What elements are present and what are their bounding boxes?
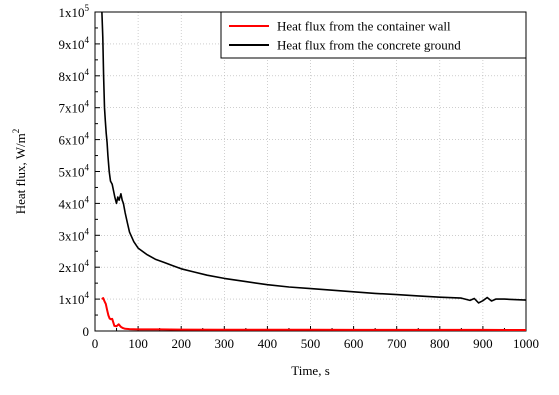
y-tick-label: 4x104 [59,194,90,211]
x-tick-label: 600 [344,336,364,351]
series-lines [101,11,527,331]
gridlines [95,12,526,331]
y-tick-label: 6x104 [59,131,90,148]
y-tick-label: 1x104 [59,290,90,307]
x-tick-label: 1000 [513,336,539,351]
x-tick-label: 500 [301,336,321,351]
axis-ticks: 0 100 200 300 400 500 600 700 800 900 1000 0 1x104 2x… [59,3,540,351]
legend-box [220,11,527,59]
series-line-1 [101,297,527,331]
y-tick-label: 7x104 [59,99,90,116]
legend: Heat flux from the container wall Heat fl… [220,11,527,59]
y-axis-title: Heat flux, W/m2 [11,129,28,215]
y-tick-label: 0 [83,324,90,339]
y-tick-label: 9x104 [59,35,90,52]
x-tick-label: 400 [258,336,278,351]
x-axis-title: Time, s [291,363,330,378]
x-tick-label: 300 [215,336,235,351]
series-line-2 [101,11,527,304]
x-tick-label: 0 [92,336,99,351]
x-tick-label: 900 [473,336,493,351]
y-tick-label: 1x105 [59,3,90,20]
x-tick-label: 100 [128,336,148,351]
x-tick-label: 800 [430,336,450,351]
legend-label: Heat flux from the container wall [277,19,451,34]
y-tick-label: 8x104 [59,67,90,84]
y-tick-label: 3x104 [59,226,90,243]
y-tick-label: 5x104 [59,163,90,180]
x-tick-label: 200 [171,336,191,351]
y-tick-label: 2x104 [59,258,90,275]
legend-label: Heat flux from the concrete ground [277,38,461,53]
x-tick-label: 700 [387,336,407,351]
